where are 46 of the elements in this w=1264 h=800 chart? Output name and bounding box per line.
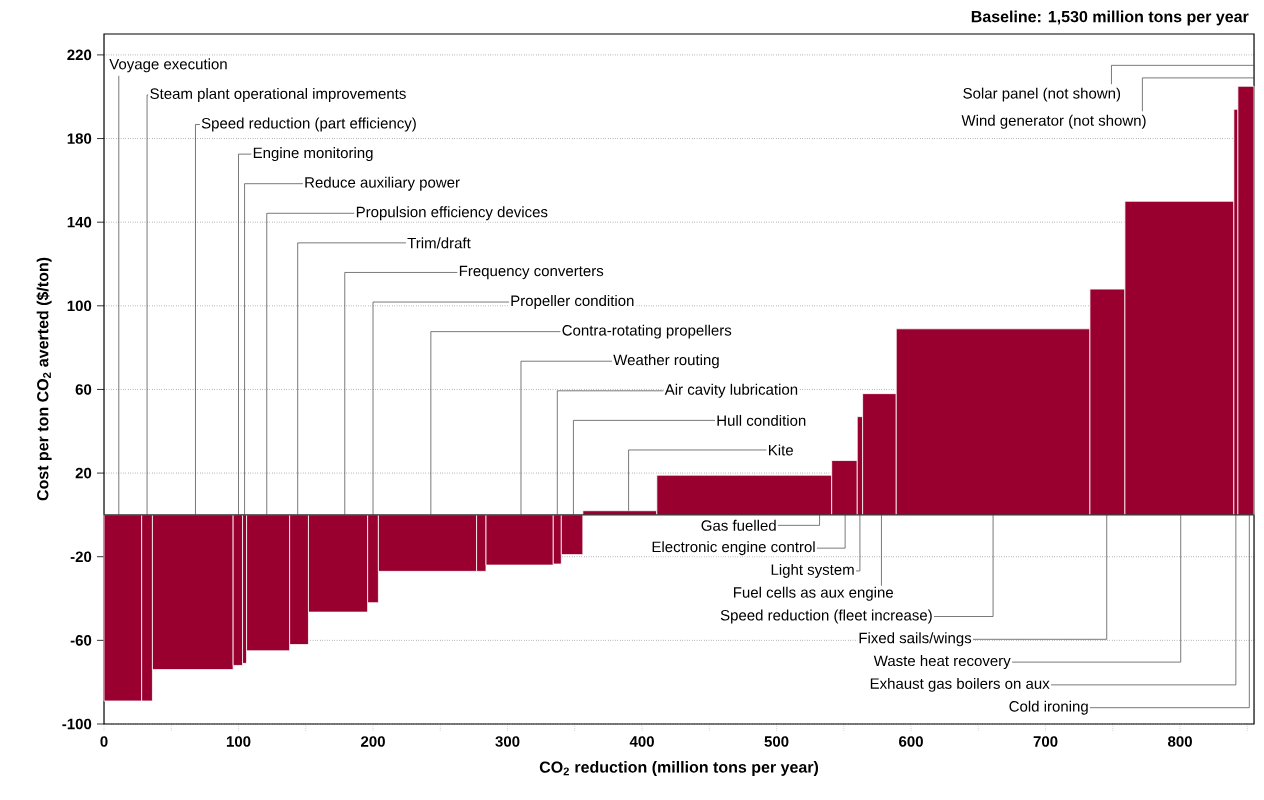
annotation: Fixed sails/wings (859, 632, 972, 647)
y-tick-label: -100 (62, 718, 92, 730)
annotation: Weather routing (613, 354, 719, 369)
annotation: Light system (771, 563, 854, 578)
x-tick-label: 800 (1168, 736, 1192, 747)
annotation: Frequency converters (459, 265, 604, 280)
x-tick-label: 100 (226, 736, 251, 747)
annotation: Fuel cells as aux engine (734, 586, 893, 601)
annotation: Voyage execution (109, 58, 227, 73)
annotation: Engine monitoring (253, 147, 373, 162)
y-tick-label: 220 (67, 49, 92, 61)
annotation: Speed reduction (part efficiency) (201, 117, 416, 132)
x-tick-label: 600 (899, 736, 923, 747)
annotation: Gas fuelled (701, 519, 776, 531)
annotation: Contra-rotating propellers (562, 324, 732, 339)
annotation: Air cavity lubrication (664, 383, 798, 398)
y-tick-label: 140 (67, 216, 92, 228)
x-tick-label: 0 (100, 736, 108, 747)
y-tick-label: 20 (75, 467, 92, 479)
annotation: Propeller condition (511, 295, 634, 310)
y-axis-title: Cost per ton CO$_{2}$ averted ($/ton) (36, 257, 52, 501)
chart-title: Baseline: 1,530 million tons per year (971, 10, 1249, 26)
annotation: Hull condition (717, 414, 806, 426)
annotation: Propulsion efficiency devices (356, 206, 548, 221)
annotation: Reduce auxiliary power (305, 176, 460, 191)
x-tick-label: 300 (495, 736, 520, 747)
y-tick-label: 100 (67, 300, 92, 312)
y-tick-label: -20 (70, 551, 92, 563)
y-tick-label: 180 (67, 133, 92, 144)
x-axis-title: CO$_{2}$ reduction (million tons per year) (539, 761, 819, 776)
annotation: Waste heat recovery (873, 655, 1011, 670)
annotation: Electronic engine control (652, 541, 815, 556)
x-tick-label: 400 (629, 736, 654, 747)
annotation: Speed reduction (fleet increase) (720, 609, 932, 624)
x-tick-label: 500 (764, 736, 789, 747)
annotation: Cold ironing (1009, 700, 1088, 715)
annotation: Wind generator (not shown) (961, 114, 1146, 129)
x-tick-label: 700 (1033, 736, 1058, 747)
annotation: Kite (769, 444, 793, 456)
annotation: Exhaust gas boilers on aux (870, 677, 1050, 692)
annotation: Trim/draft (407, 237, 471, 249)
annotation: Steam plant operational improvements (150, 87, 406, 102)
x-tick-label: 200 (361, 736, 385, 747)
y-tick-label: -60 (70, 635, 92, 646)
y-tick-label: 60 (75, 384, 92, 395)
annotation: Solar panel (not shown) (963, 87, 1121, 102)
